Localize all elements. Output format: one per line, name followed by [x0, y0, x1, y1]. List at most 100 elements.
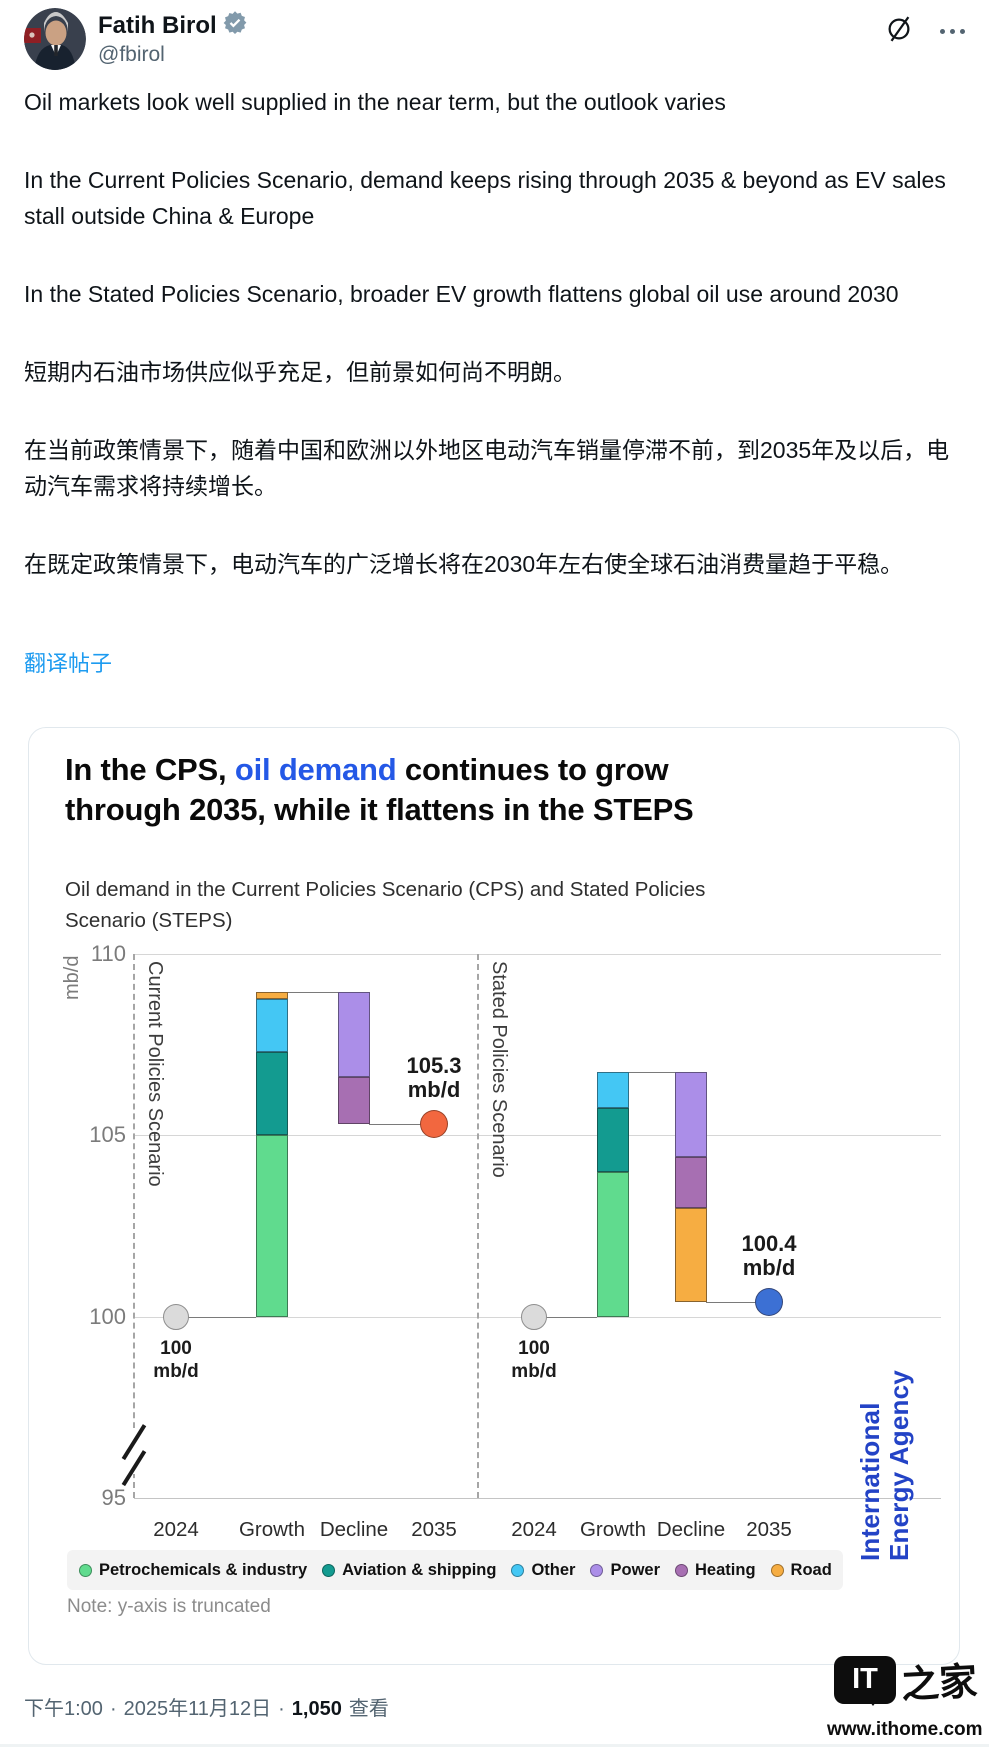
legend-item: Other — [511, 1561, 575, 1580]
views-count: 1,050 — [291, 1698, 342, 1720]
tweet-meta: 下午1:00 · 2025年11月12日 · 1,050 查看 — [24, 1698, 389, 1720]
scenario-axis-2 — [477, 954, 479, 1498]
chart-subtitle: Oil demand in the Current Policies Scena… — [65, 878, 706, 932]
legend-label: Road — [790, 1560, 832, 1579]
ithome-url: www.ithome.com — [827, 1719, 983, 1740]
post-time: 下午1:00 — [24, 1698, 103, 1720]
bar-segment-growth — [256, 1135, 288, 1317]
bar-segment-decline — [338, 1077, 370, 1125]
bar-segment-growth — [256, 992, 288, 1000]
y-tick-label-100: 100 — [89, 1303, 126, 1329]
legend-dot — [675, 1563, 689, 1577]
start-dot — [521, 1303, 547, 1330]
verified-badge-icon — [222, 10, 248, 41]
end-dot — [755, 1288, 783, 1317]
chart-legend: Petrochemicals & industry Aviation & ship… — [67, 1550, 843, 1590]
y-tick-label-95: 95 — [101, 1485, 126, 1510]
chart-note: Note: y-axis is truncated — [67, 1596, 271, 1617]
legend-dot — [511, 1563, 525, 1577]
tweet-text: Oil markets look well supplied in the ne… — [24, 84, 969, 678]
display-name[interactable]: Fatih Birol — [98, 11, 217, 39]
legend-label: Aviation & shipping — [342, 1560, 497, 1579]
iea-logo-line1: International — [855, 1402, 885, 1561]
bar-segment-decline — [675, 1207, 707, 1303]
legend-item: Aviation & shipping — [322, 1561, 496, 1580]
scenario-label-2: Stated Policies Scenario — [488, 961, 510, 1178]
x-tick-label: Growth — [579, 1518, 647, 1541]
legend-item: Petrochemicals & industry — [79, 1561, 307, 1580]
chart-card[interactable]: In the CPS, oil demand continues to grow… — [28, 727, 960, 1665]
x-tick-label: Decline — [656, 1518, 726, 1541]
views-label: 查看 — [348, 1698, 389, 1720]
bar-segment-growth — [597, 1108, 629, 1172]
x-tick-label: 2035 — [411, 1518, 457, 1541]
legend-label: Petrochemicals & industry — [99, 1560, 308, 1579]
x-tick-label: Decline — [319, 1518, 389, 1541]
bar-segment-growth — [256, 1051, 288, 1136]
start-dot — [163, 1303, 189, 1330]
legend-dot — [770, 1563, 784, 1577]
legend-label: Power — [610, 1560, 661, 1579]
ithome-logo-icon: IT — [833, 1655, 896, 1706]
start-value-label: 100 mb/d — [153, 1337, 199, 1382]
tweet-paragraph-en-1: Oil markets look well supplied in the ne… — [24, 89, 726, 115]
grid-line-105 — [134, 1135, 941, 1137]
connector-start — [176, 1316, 256, 1318]
chart-title-pre: In the CPS, — [65, 752, 235, 787]
connector-mid — [287, 992, 338, 994]
avatar[interactable] — [24, 8, 86, 70]
iea-logo-line2: Energy Agency — [884, 1370, 914, 1561]
tweet-paragraph-zh-1: 短期内石油市场供应似乎充足，但前景如何尚不明朗。 — [24, 359, 576, 385]
x-tick-label: Growth — [238, 1518, 306, 1541]
scenario-axis-1 — [133, 954, 135, 1498]
connector-start — [534, 1316, 597, 1318]
legend-dot — [322, 1563, 336, 1577]
chart-title-post: continues to grow through 2035, while it… — [65, 752, 694, 827]
x-tick-label: 2024 — [511, 1518, 557, 1541]
grid-line-110 — [134, 954, 941, 955]
ithome-watermark: IT 之家 www.ithome.com — [827, 1652, 983, 1741]
chart-title-highlight: oil demand — [234, 752, 397, 787]
grok-icon[interactable] — [884, 14, 914, 49]
legend-item: Power — [590, 1561, 660, 1580]
y-tick-label-105: 105 — [89, 1122, 126, 1148]
tweet-paragraph-zh-2: 在当前政策情景下，随着中国和欧洲以外地区电动汽车销量停滞不前，到2035年及以后… — [24, 437, 950, 499]
end-value-label: 105.3 mb/d — [406, 1053, 462, 1103]
post-date: 2025年11月12日 — [123, 1698, 272, 1720]
bar-segment-decline — [675, 1157, 707, 1208]
x-tick-label: 2035 — [746, 1518, 792, 1541]
legend-item: Heating — [675, 1561, 756, 1580]
bar-segment-decline — [675, 1071, 707, 1158]
y-axis-unit: mb/d — [61, 955, 83, 1000]
legend-label: Other — [531, 1560, 576, 1579]
tweet-paragraph-zh-3: 在既定政策情景下，电动汽车的广泛增长将在2030年左右使全球石油消费量趋于平稳。 — [24, 551, 904, 577]
bar-segment-growth — [597, 1171, 629, 1317]
divider — [0, 1744, 989, 1747]
chart-plot: 110 105 100 95 mb/d Current Policies Scenario… — [29, 728, 959, 1664]
y-tick-label-110: 110 — [90, 941, 126, 966]
x-tick-label: 2024 — [153, 1518, 199, 1541]
grid-line-95 — [134, 1498, 941, 1499]
bar-segment-decline — [338, 992, 370, 1078]
end-dot — [420, 1110, 448, 1139]
bar-segment-growth — [597, 1071, 629, 1109]
connector-end — [706, 1302, 769, 1304]
legend-dot — [590, 1563, 604, 1577]
iea-logo: International Energy Agency — [855, 1271, 914, 1561]
translate-link[interactable]: 翻译帖子 — [24, 651, 113, 676]
legend-dot — [79, 1563, 92, 1577]
tweet-paragraphs: Oil markets look well supplied in the ne… — [24, 84, 969, 582]
legend-label: Heating — [695, 1560, 756, 1579]
avatar-image — [24, 8, 86, 70]
tweet-header: Fatih Birol @fbirol — [24, 8, 965, 74]
ithome-brand: 之家 — [900, 1658, 979, 1707]
start-value-label: 100 mb/d — [511, 1337, 557, 1382]
end-value-label: 100.4 mb/d — [741, 1231, 797, 1281]
user-handle: @fbirol — [98, 43, 165, 66]
scenario-label-1: Current Policies Scenario — [144, 961, 166, 1187]
bar-segment-growth — [256, 999, 288, 1052]
chart-title: In the CPS, oil demand continues to grow… — [65, 750, 789, 830]
tweet-paragraph-en-3: In the Stated Policies Scenario, broader… — [24, 281, 899, 307]
connector-end — [369, 1124, 434, 1126]
more-icon[interactable] — [940, 29, 965, 34]
